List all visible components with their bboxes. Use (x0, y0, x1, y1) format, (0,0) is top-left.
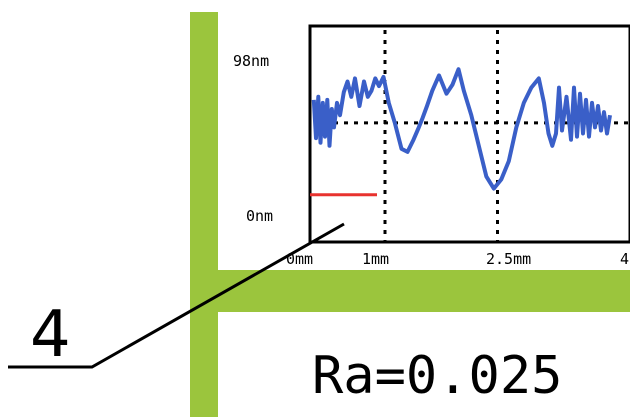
leader-line (8, 222, 345, 369)
frame-horizontal-bar (190, 270, 630, 312)
profile-trace (311, 67, 612, 191)
ra-value-label: Ra=0.025 (312, 346, 562, 406)
callout-number: 4 (30, 298, 71, 372)
x-tick-label-2-5mm: 2.5mm (486, 250, 531, 268)
x-tick-label-0mm: 0mm (286, 250, 313, 268)
plot-area (310, 30, 630, 242)
y-tick-label-bottom: 0nm (246, 207, 273, 225)
x-tick-label-1mm: 1mm (362, 250, 389, 268)
y-tick-label-top: 98nm (233, 52, 269, 70)
x-tick-label-4: 4 (620, 250, 629, 268)
frame-vertical-bar (190, 12, 218, 417)
